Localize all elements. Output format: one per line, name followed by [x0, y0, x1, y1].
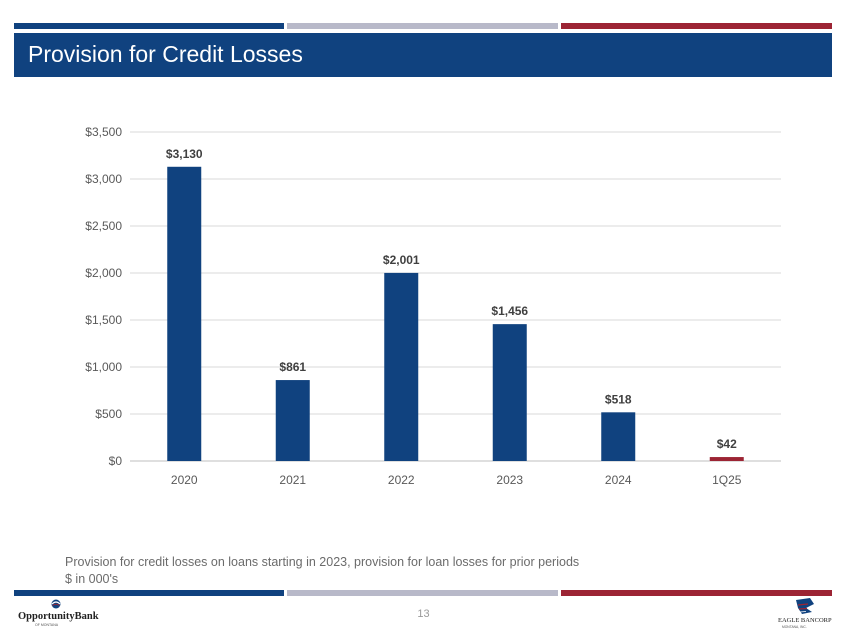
- bar-layer: [167, 166, 744, 461]
- data-label-2021: $861: [279, 360, 306, 374]
- y-tick-label: $2,000: [85, 266, 122, 280]
- data-label-2020: $3,130: [166, 147, 203, 161]
- top-stripe-gray: [287, 23, 558, 29]
- eagle-bancorp-subtext: MONTANA, INC.: [782, 625, 807, 629]
- title-bar: Provision for Credit Losses: [14, 33, 832, 77]
- eagle-flag-icon: [796, 598, 814, 614]
- data-label-2024: $518: [605, 392, 632, 406]
- x-tick-label: 1Q25: [712, 473, 742, 487]
- y-tick-label: $1,000: [85, 360, 122, 374]
- bar-2020: [167, 166, 202, 461]
- x-tick-label: 2023: [496, 473, 523, 487]
- bar-2022: [384, 272, 419, 461]
- page-number: 13: [417, 608, 430, 620]
- y-tick-label: $0: [109, 454, 123, 468]
- x-tick-label: 2022: [388, 473, 415, 487]
- opportunity-bank-subtext: OF MONTANA: [35, 623, 59, 627]
- y-tick-label: $500: [95, 407, 122, 421]
- x-tick-label: 2020: [171, 473, 198, 487]
- footnote-basis: Provision for credit losses on loans sta…: [65, 555, 580, 569]
- eagle-bancorp-logo: EAGLE BANCORP MONTANA, INC.: [778, 598, 832, 629]
- bar-2024: [601, 412, 636, 461]
- eagle-bancorp-name: EAGLE BANCORP: [778, 617, 832, 624]
- opportunity-bank-name: OpportunityBank: [18, 611, 99, 622]
- bottom-stripe-gray: [287, 590, 558, 596]
- bottom-stripe-red: [561, 590, 832, 596]
- data-label-1Q25: $42: [717, 437, 737, 451]
- grid-layer: [130, 131, 781, 462]
- y-tick-label: $2,500: [85, 219, 122, 233]
- opportunity-bank-emblem-icon: [51, 599, 61, 609]
- footnote-units: $ in 000's: [65, 572, 119, 586]
- y-tick-label: $3,500: [85, 125, 122, 139]
- x-tick-label: 2024: [605, 473, 632, 487]
- x-tick-label: 2021: [279, 473, 306, 487]
- opportunity-bank-logo: OpportunityBank OF MONTANA: [18, 599, 99, 627]
- data-label-2022: $2,001: [383, 253, 420, 267]
- top-stripe-red: [561, 23, 832, 29]
- top-stripe-blue: [14, 23, 284, 29]
- bottom-stripe-blue: [14, 590, 284, 596]
- bar-1Q25: [709, 457, 744, 461]
- data-label-2023: $1,456: [491, 304, 528, 318]
- label-layer: $0 $500 $1,000 $1,500 $2,000 $2,500 $3,000 $3,5…: [85, 125, 741, 487]
- bar-2023: [492, 324, 527, 461]
- bar-2021: [275, 380, 310, 461]
- y-tick-label: $3,000: [85, 172, 122, 186]
- y-tick-label: $1,500: [85, 313, 122, 327]
- page-title: Provision for Credit Losses: [28, 41, 303, 67]
